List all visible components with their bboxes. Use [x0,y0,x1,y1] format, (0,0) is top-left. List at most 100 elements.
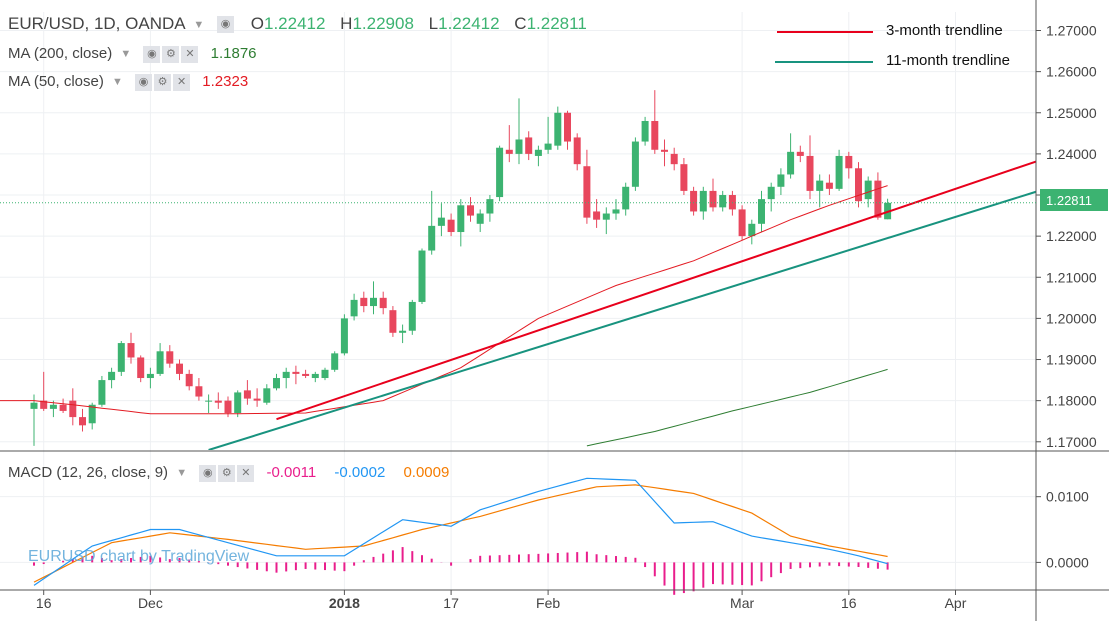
close-icon[interactable]: ✕ [237,464,255,482]
candle-body [30,402,38,409]
candle-body [360,297,368,307]
ma50-indicator-row: MA (50, close) ▼ ◉ ⚙ ✕ 1.2323 [8,73,248,91]
candle-body [205,400,213,402]
eye-icon[interactable]: ◉ [199,464,217,482]
candle-body [709,190,717,208]
ma50-line [0,185,888,415]
time-tick-label: Mar [730,595,754,611]
candle-body [825,182,833,189]
candle-body [728,195,736,210]
candle-body [253,398,261,401]
candle-body [874,180,882,218]
low-label: L [428,14,439,33]
eye-icon[interactable]: ◉ [135,73,153,91]
macd-line [33,477,888,586]
close-icon[interactable]: ✕ [173,73,191,91]
candle-body [855,168,862,202]
legend-label-11month: 11-month trendline [886,52,1010,69]
chevron-down-icon[interactable]: ▼ [112,76,123,89]
price-tick-label: 1.25000 [1046,105,1097,121]
candle-body [166,351,174,364]
candle-body [311,373,319,379]
candle-body [340,318,348,354]
candle-body [282,371,290,379]
trendline-3month [276,160,1036,421]
gear-icon[interactable]: ⚙ [154,73,172,91]
candle-body [767,186,775,200]
candle-body [263,388,271,403]
close-icon[interactable]: ✕ [181,45,199,63]
candle-body [534,149,542,156]
candle-body [108,371,116,381]
candle-body [719,195,727,208]
symbol-title: EUR/USD, 1D, OANDA [8,14,185,33]
ma50-label: MA (50, close) [8,73,104,90]
candle-body [243,390,251,399]
candle-body [176,363,183,374]
time-tick-label: Dec [138,595,163,611]
price-tick-label: 1.21000 [1046,269,1097,285]
macd-line-value: -0.0002 [334,464,386,481]
candle-body [224,400,232,413]
price-tick-label: 1.22000 [1046,228,1097,244]
candle-body [370,297,377,307]
candle-body [79,417,86,426]
gear-icon[interactable]: ⚙ [162,45,180,63]
high-label: H [340,14,353,33]
macd-tick-label: 0.0100 [1046,489,1089,505]
macd-hist-value: -0.0011 [266,464,317,481]
candle-body [661,149,668,152]
candle-body [631,141,639,187]
candle-body [777,174,785,187]
grid-layer [0,12,1036,590]
candle-body [127,343,135,358]
time-tick-label: 16 [36,595,52,611]
candle-body [302,373,310,376]
candle-body [796,151,804,156]
candle-body [98,380,106,405]
price-tick-label: 1.27000 [1046,23,1097,39]
chevron-down-icon[interactable]: ▼ [176,467,188,480]
candle-body [418,250,426,302]
candle-body [583,166,591,218]
candle-body [350,299,358,317]
high-value: 1.22908 [352,14,414,33]
candle-body [321,369,329,379]
macd-label: MACD (12, 26, close, 9) [8,464,169,481]
candle-body [399,330,407,333]
trendline-11month [208,190,1036,450]
eye-icon[interactable]: ◉ [143,45,161,63]
candle-body [816,180,824,191]
candle-body [564,112,571,142]
chevron-down-icon[interactable]: ▼ [193,18,205,31]
candle-body [447,219,455,233]
macd-histogram-layer [33,477,889,595]
candle-body [622,186,630,210]
candle-body [408,301,416,331]
watermark: EURUSD chart by TradingView [28,548,250,565]
eye-icon[interactable]: ◉ [217,16,235,34]
ma200-indicator-row: MA (200, close) ▼ ◉ ⚙ ✕ 1.1876 [8,45,257,63]
candle-body [428,225,436,251]
ma50-value: 1.2323 [202,73,249,90]
chevron-down-icon[interactable]: ▼ [120,48,132,61]
price-tick-label: 1.26000 [1046,64,1097,80]
candle-body [292,371,300,374]
time-tick-label: 2018 [329,595,360,611]
candle-body [457,205,465,233]
candle-body [234,392,242,413]
candle-body [156,351,164,374]
time-tick-label: 16 [841,595,857,611]
price-tick-label: 1.19000 [1046,352,1097,368]
macd-signal-value: 0.0009 [403,464,450,481]
candle-body [835,155,843,189]
macd-indicator-row: MACD (12, 26, close, 9) ▼ ◉ ⚙ ✕ -0.0011 -0… [8,464,449,482]
candle-body [69,400,77,418]
gear-icon[interactable]: ⚙ [218,464,236,482]
candle-body [185,373,193,387]
candle-body [195,386,203,397]
ma200-line [586,368,888,447]
